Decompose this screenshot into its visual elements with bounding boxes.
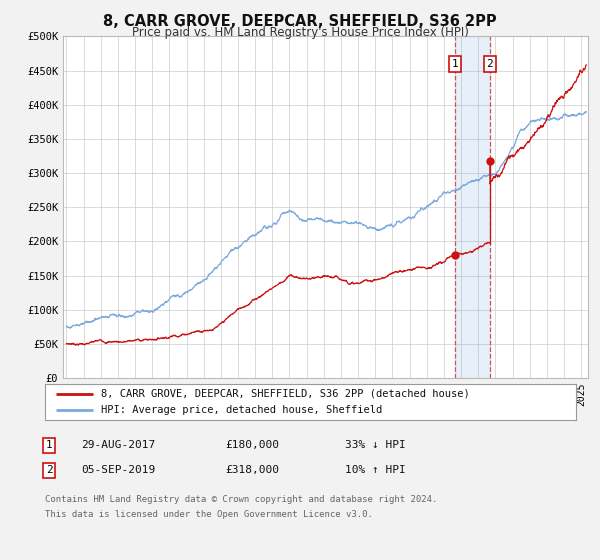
Bar [455, 36, 490, 378]
Text: 2: 2 [487, 59, 493, 69]
Text: HPI: Average price, detached house, Sheffield: HPI: Average price, detached house, Shef… [101, 405, 382, 415]
Text: Contains HM Land Registry data © Crown copyright and database right 2024.: Contains HM Land Registry data © Crown c… [45, 495, 437, 504]
Text: 1: 1 [452, 59, 458, 69]
Text: 05-SEP-2019: 05-SEP-2019 [81, 465, 155, 475]
Text: £318,000: £318,000 [225, 465, 279, 475]
Text: 8, CARR GROVE, DEEPCAR, SHEFFIELD, S36 2PP (detached house): 8, CARR GROVE, DEEPCAR, SHEFFIELD, S36 2… [101, 389, 470, 399]
Text: 1: 1 [46, 440, 53, 450]
Text: This data is licensed under the Open Government Licence v3.0.: This data is licensed under the Open Gov… [45, 510, 373, 519]
Text: 2: 2 [46, 465, 53, 475]
Text: 10% ↑ HPI: 10% ↑ HPI [345, 465, 406, 475]
Text: Price paid vs. HM Land Registry's House Price Index (HPI): Price paid vs. HM Land Registry's House … [131, 26, 469, 39]
Text: 8, CARR GROVE, DEEPCAR, SHEFFIELD, S36 2PP: 8, CARR GROVE, DEEPCAR, SHEFFIELD, S36 2… [103, 14, 497, 29]
Text: 33% ↓ HPI: 33% ↓ HPI [345, 440, 406, 450]
Text: 29-AUG-2017: 29-AUG-2017 [81, 440, 155, 450]
Text: £180,000: £180,000 [225, 440, 279, 450]
